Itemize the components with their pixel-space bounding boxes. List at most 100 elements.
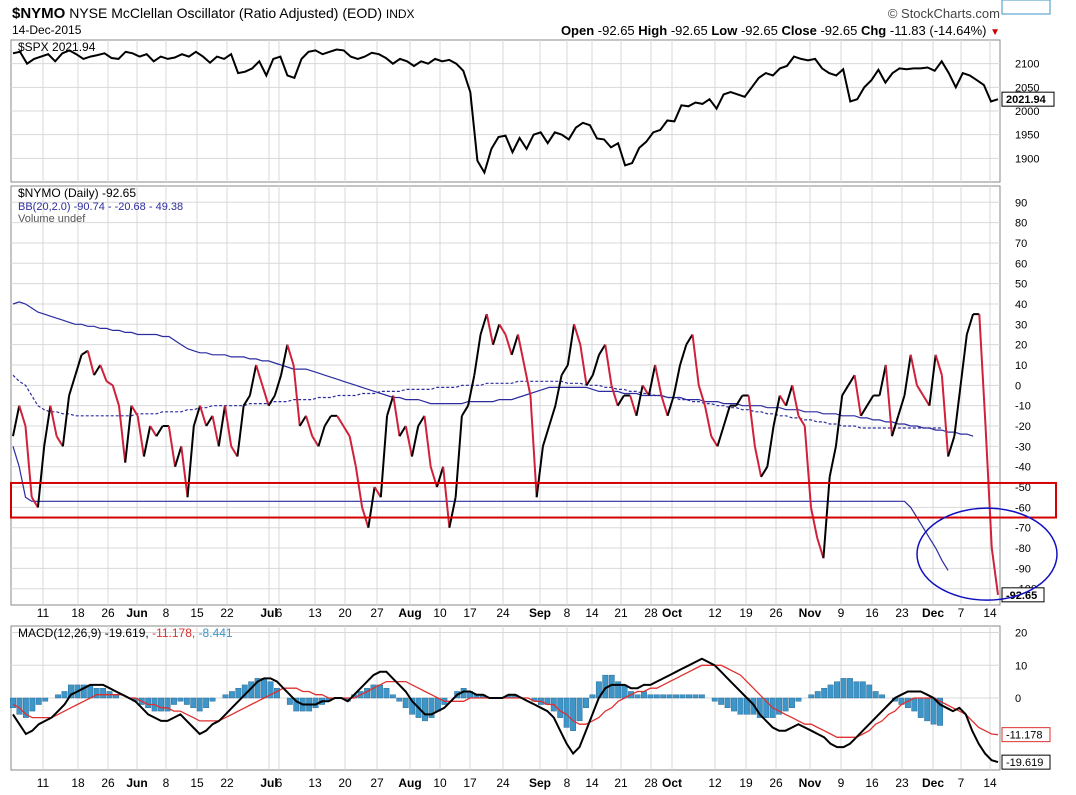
nymo-segment bbox=[573, 324, 582, 345]
nymo-segment bbox=[404, 425, 413, 457]
histogram-bar bbox=[29, 697, 36, 712]
y-tick-label: 30 bbox=[1015, 319, 1027, 331]
nymo-segment bbox=[105, 380, 114, 387]
x-axis-label: 10 bbox=[433, 776, 447, 790]
nymo-segment bbox=[566, 324, 576, 366]
source-credit[interactable]: © StockCharts.com bbox=[887, 6, 1000, 21]
highlight-rectangle bbox=[10, 481, 1057, 519]
high-value: -92.65 bbox=[670, 23, 708, 38]
histogram-bar bbox=[930, 697, 937, 725]
nymo-segment bbox=[516, 334, 526, 366]
histogram-bar bbox=[396, 697, 403, 702]
nymo-segment bbox=[679, 344, 688, 366]
x-axis-label: 23 bbox=[895, 606, 909, 620]
histogram-bar bbox=[183, 697, 190, 705]
nymo-segment bbox=[199, 405, 208, 427]
nymo-segment bbox=[205, 415, 214, 427]
nymo-segment bbox=[635, 385, 644, 417]
nymo-segment bbox=[834, 395, 844, 447]
bb-legend: BB(20,2.0) -90.74 - -20.68 - 49.38 bbox=[18, 201, 183, 213]
x-axis-label: Aug bbox=[398, 606, 421, 620]
nymo-segment bbox=[716, 425, 725, 447]
histogram-bar bbox=[866, 684, 873, 699]
nymo-segment bbox=[866, 394, 875, 407]
y-tick-label: 10 bbox=[1015, 360, 1027, 372]
nymo-segment bbox=[953, 385, 962, 437]
highlight-ellipse bbox=[916, 507, 1058, 601]
nymo-segment bbox=[311, 435, 320, 447]
histogram-bar bbox=[100, 687, 107, 699]
y-tick-label: -90 bbox=[1015, 563, 1031, 575]
x-axis-label: 7 bbox=[958, 606, 965, 620]
histogram-bar bbox=[377, 684, 383, 699]
spx-legend: $SPX 2021.94 bbox=[18, 40, 96, 54]
macd-legend-part: -11.178, bbox=[152, 626, 198, 640]
nymo-segment bbox=[666, 395, 675, 417]
x-axis-label: 9 bbox=[838, 776, 845, 790]
histogram-bar bbox=[22, 697, 29, 718]
histogram-bar bbox=[731, 697, 737, 712]
y-tick-label: 20 bbox=[1015, 340, 1027, 352]
nymo-segment bbox=[760, 466, 769, 478]
nymo-segment bbox=[704, 405, 713, 437]
nymo-segment bbox=[891, 415, 900, 437]
histogram-bar bbox=[389, 694, 396, 699]
y-tick-label: -40 bbox=[1015, 462, 1031, 474]
histogram-bar bbox=[583, 697, 589, 709]
x-axis-label: Sep bbox=[529, 776, 551, 790]
nymo-segment bbox=[273, 374, 283, 396]
y-tick-label: 10 bbox=[1015, 660, 1027, 672]
histogram-bar bbox=[686, 694, 692, 699]
x-axis-label: 27 bbox=[370, 606, 384, 620]
ohlc-readout: Open -92.65 High -92.65 Low -92.65 Close… bbox=[561, 23, 1000, 38]
nymo-segment bbox=[336, 415, 345, 427]
x-axis-label: 9 bbox=[838, 606, 845, 620]
x-axis-label: 16 bbox=[865, 606, 879, 620]
histogram-bar bbox=[61, 691, 68, 699]
histogram-bar bbox=[402, 697, 409, 709]
y-tick-label: 0 bbox=[1015, 380, 1021, 392]
nymo-segment bbox=[934, 354, 943, 376]
nymo-segment bbox=[373, 486, 382, 498]
x-axis-label: 15 bbox=[190, 606, 204, 620]
x-axis-label: 26 bbox=[101, 776, 115, 790]
spx-last-value-box bbox=[1001, 91, 1055, 107]
x-axis-label: 19 bbox=[739, 606, 753, 620]
nymo-segment bbox=[510, 334, 519, 356]
x-axis-label: 13 bbox=[308, 606, 322, 620]
histogram-bar bbox=[692, 694, 699, 699]
nymo-segment bbox=[354, 466, 364, 508]
histogram-bar bbox=[724, 697, 731, 709]
chg-label: Chg bbox=[860, 23, 887, 38]
x-axis-label: 14 bbox=[983, 606, 997, 620]
histogram-bar bbox=[158, 697, 164, 712]
nymo-segment bbox=[49, 405, 58, 437]
histogram-bar bbox=[286, 697, 293, 705]
spx-price-line bbox=[12, 48, 999, 175]
nymo-segment bbox=[772, 395, 781, 427]
histogram-bar bbox=[576, 697, 583, 722]
nymo-segment bbox=[217, 405, 226, 447]
nymo-segment bbox=[585, 374, 594, 386]
nymo-segment bbox=[192, 405, 201, 427]
nymo-segment bbox=[897, 395, 906, 417]
x-axis-label: 8 bbox=[163, 606, 170, 620]
x-axis-label: 17 bbox=[463, 606, 477, 620]
x-axis-label: 11 bbox=[37, 776, 50, 790]
nymo-segment bbox=[909, 354, 918, 386]
histogram-bar bbox=[261, 678, 267, 699]
nymo-segment bbox=[847, 374, 856, 386]
nymo-segment bbox=[816, 537, 825, 559]
nymo-segment bbox=[554, 374, 563, 406]
histogram-bar bbox=[763, 697, 770, 718]
histogram-bar bbox=[814, 691, 821, 699]
histogram-bar bbox=[634, 694, 641, 699]
histogram-bar bbox=[235, 687, 242, 699]
nymo-segment bbox=[473, 334, 482, 376]
nymo-segment bbox=[560, 364, 569, 376]
close-value: -92.65 bbox=[820, 23, 858, 38]
histogram-bar bbox=[859, 681, 866, 699]
histogram-bar bbox=[409, 697, 416, 715]
open-label: Open bbox=[560, 23, 595, 38]
volume-legend: Volume undef bbox=[18, 213, 86, 225]
